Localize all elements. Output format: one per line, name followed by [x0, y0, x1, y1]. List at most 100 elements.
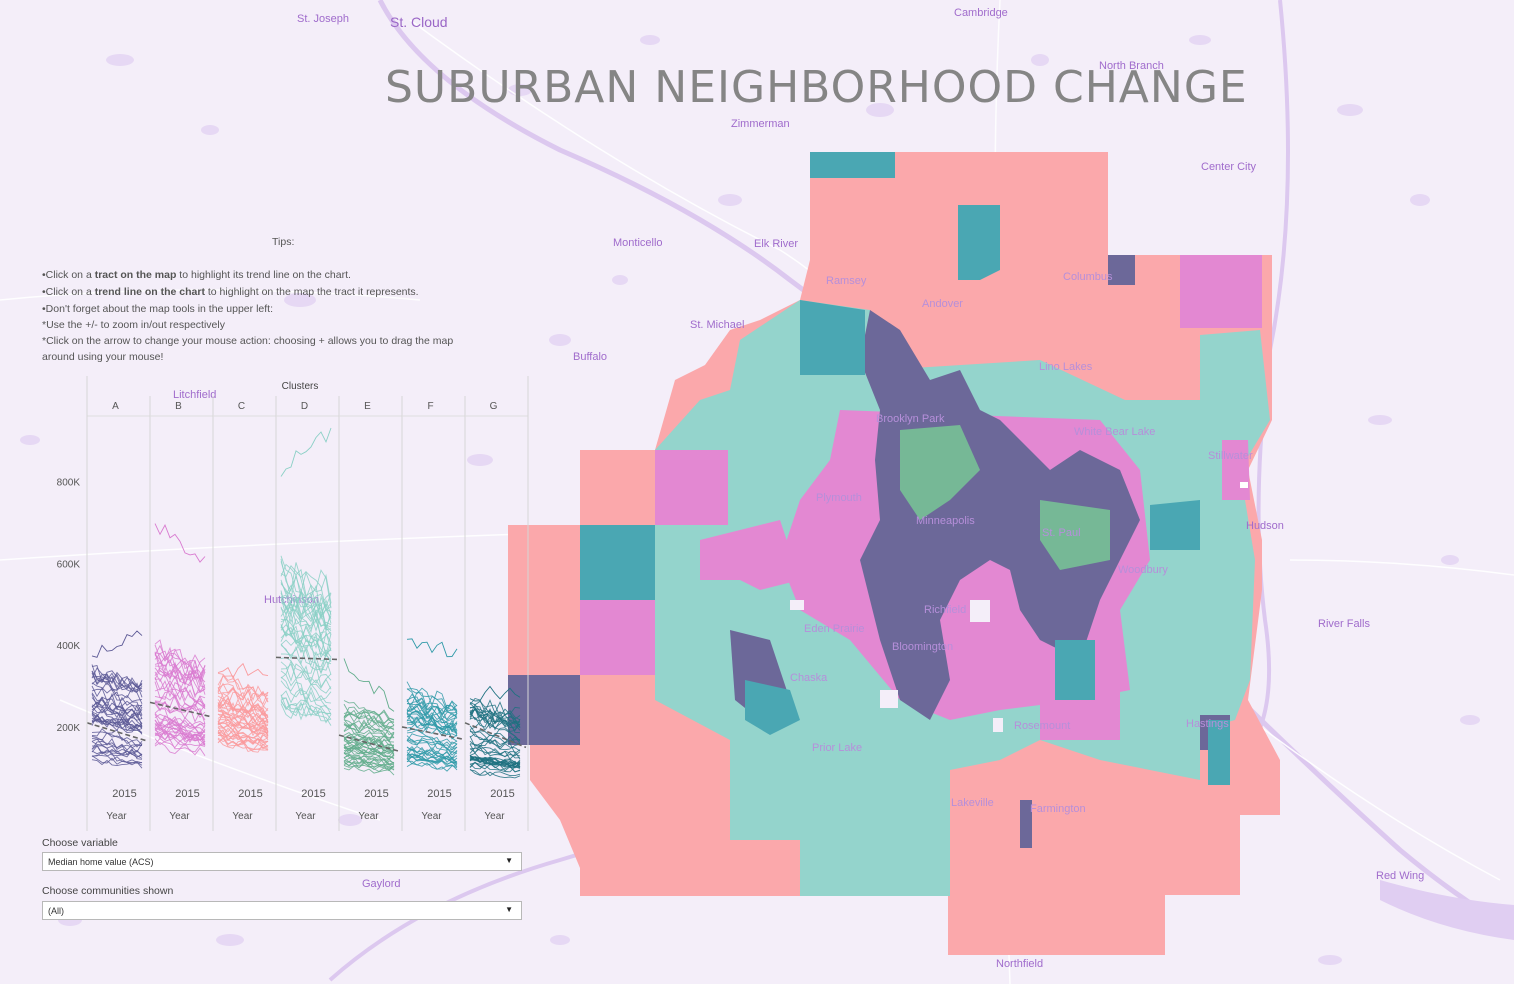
- tract-trend-line[interactable]: [280, 697, 332, 724]
- tract-trend-line[interactable]: [280, 612, 332, 657]
- tract-trend-line[interactable]: [343, 709, 395, 723]
- tract-trend-line[interactable]: [343, 752, 395, 765]
- tract-trend-line[interactable]: [217, 713, 269, 732]
- tract-trend-line[interactable]: [91, 714, 143, 733]
- tract-trend-line[interactable]: [280, 701, 332, 722]
- tract-trend-line[interactable]: [154, 700, 206, 723]
- tract-trend-line[interactable]: [343, 746, 395, 754]
- tract-trend-line[interactable]: [217, 686, 269, 717]
- tract-trend-line[interactable]: [280, 643, 332, 675]
- tract-trend-line[interactable]: [343, 732, 395, 742]
- tract-trend-line[interactable]: [469, 736, 521, 751]
- tract-trend-line[interactable]: [154, 654, 206, 687]
- tract-trend-line[interactable]: [91, 728, 143, 746]
- tract-trend-line[interactable]: [154, 702, 206, 725]
- tract-trend-line[interactable]: [406, 739, 458, 749]
- tract-trend-line[interactable]: [469, 708, 520, 725]
- tract-trend-line[interactable]: [91, 630, 143, 658]
- tract-trend-line[interactable]: [154, 671, 206, 696]
- tract-trend-line[interactable]: [469, 746, 521, 760]
- tract-trend-line[interactable]: [218, 724, 269, 735]
- tract-trend-line[interactable]: [91, 752, 143, 764]
- tract-trend-line[interactable]: [280, 624, 332, 655]
- tract-trend-line[interactable]: [406, 746, 458, 760]
- tract-trend-line[interactable]: [469, 763, 521, 773]
- tract-trend-line[interactable]: [154, 716, 206, 734]
- tract-trend-line[interactable]: [343, 765, 395, 776]
- tract-trend-line[interactable]: [343, 700, 395, 721]
- tract-trend-line[interactable]: [91, 696, 143, 716]
- cluster-trend-chart[interactable]: Clusters 200K 400K 600K 800K A 2015 Year B 2015 Ye…: [40, 376, 530, 831]
- tract-trend-line[interactable]: [280, 427, 332, 477]
- tract-trend-line[interactable]: [406, 735, 458, 751]
- tract-trend-line[interactable]: [280, 644, 332, 675]
- tract-trend-line[interactable]: [91, 745, 143, 760]
- dropdown-arrow-icon[interactable]: ▼: [505, 905, 513, 914]
- tract-trend-line[interactable]: [154, 712, 206, 729]
- tract-trend-line[interactable]: [91, 751, 143, 766]
- tract-trend-line[interactable]: [406, 755, 458, 769]
- tract-trend-line[interactable]: [91, 718, 143, 735]
- tract-trend-line[interactable]: [154, 690, 206, 714]
- tract-trend-line[interactable]: [280, 575, 332, 618]
- tract-trend-line[interactable]: [91, 755, 143, 769]
- tract-trend-line[interactable]: [280, 663, 332, 690]
- tract-trend-line[interactable]: [343, 747, 395, 761]
- tract-trend-line[interactable]: [343, 736, 395, 749]
- tract-trend-line[interactable]: [280, 592, 332, 625]
- tract-trend-line[interactable]: [91, 697, 143, 721]
- tract-trend-line[interactable]: [217, 702, 269, 718]
- tract-trend-line[interactable]: [217, 698, 269, 716]
- tract-trend-line[interactable]: [154, 644, 206, 675]
- tract-trend-line[interactable]: [217, 723, 269, 734]
- tract-trend-line[interactable]: [469, 711, 521, 733]
- tract-trend-line[interactable]: [154, 523, 206, 563]
- tract-trend-line[interactable]: [154, 731, 206, 746]
- tract-trend-line[interactable]: [280, 657, 332, 688]
- tract-trend-line[interactable]: [469, 712, 521, 734]
- tract-trend-line[interactable]: [91, 664, 143, 692]
- tract-trend-line[interactable]: [280, 670, 332, 701]
- tract-trend-line[interactable]: [91, 664, 143, 691]
- tract-trend-line[interactable]: [154, 708, 206, 728]
- tract-trend-line[interactable]: [91, 670, 143, 691]
- tract-trend-line[interactable]: [406, 719, 458, 737]
- tract-trend-line[interactable]: [280, 632, 332, 668]
- tract-trend-line[interactable]: [280, 639, 332, 675]
- tract-trend-line[interactable]: [343, 658, 395, 712]
- tract-trend-line[interactable]: [343, 764, 395, 773]
- tract-trend-line[interactable]: [469, 685, 521, 702]
- tract-trend-line[interactable]: [280, 703, 332, 726]
- tract-trend-line[interactable]: [406, 703, 458, 721]
- tract-trend-line[interactable]: [406, 729, 458, 745]
- tract-trend-line[interactable]: [406, 702, 458, 721]
- tract-trend-line[interactable]: [343, 752, 395, 765]
- tract-trend-line[interactable]: [280, 607, 332, 642]
- tract-trend-line[interactable]: [469, 732, 521, 744]
- tract-trend-line[interactable]: [469, 755, 521, 768]
- tract-trend-line[interactable]: [343, 759, 395, 769]
- community-select[interactable]: (All) ▼: [42, 901, 522, 920]
- tract-trend-line[interactable]: [469, 700, 521, 718]
- tract-trend-line[interactable]: [217, 686, 269, 712]
- dropdown-arrow-icon[interactable]: ▼: [505, 856, 513, 865]
- tract-trend-line[interactable]: [406, 716, 458, 736]
- tract-trend-line[interactable]: [217, 737, 269, 750]
- tract-trend-line[interactable]: [469, 708, 521, 729]
- tract-trend-line[interactable]: [469, 715, 521, 731]
- tract-trend-line[interactable]: [343, 719, 395, 736]
- tract-trend-line[interactable]: [406, 710, 458, 729]
- tract-trend-line[interactable]: [406, 752, 458, 763]
- tract-trend-line[interactable]: [154, 648, 206, 683]
- variable-select[interactable]: Median home value (ACS) ▼: [42, 852, 522, 871]
- tract-trend-line[interactable]: [343, 719, 395, 730]
- tract-trend-line[interactable]: [154, 741, 206, 757]
- tract-trend-line[interactable]: [280, 680, 332, 711]
- metro-tract-map[interactable]: [508, 152, 1280, 955]
- tract-trend-line[interactable]: [343, 723, 395, 743]
- tract-trend-line[interactable]: [406, 762, 458, 772]
- tract-trend-line[interactable]: [217, 662, 269, 679]
- tract-trend-line[interactable]: [91, 748, 143, 758]
- tract-trend-line[interactable]: [469, 769, 521, 777]
